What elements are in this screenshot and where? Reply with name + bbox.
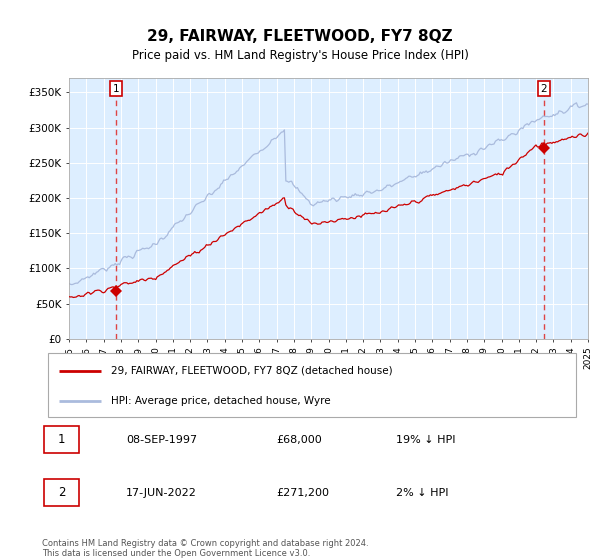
Text: 17-JUN-2022: 17-JUN-2022 xyxy=(126,488,197,498)
Text: 2% ↓ HPI: 2% ↓ HPI xyxy=(396,488,449,498)
Text: 29, FAIRWAY, FLEETWOOD, FY7 8QZ: 29, FAIRWAY, FLEETWOOD, FY7 8QZ xyxy=(147,29,453,44)
Text: 2: 2 xyxy=(541,83,547,94)
Text: 1: 1 xyxy=(113,83,119,94)
Text: £68,000: £68,000 xyxy=(276,435,322,445)
Text: Contains HM Land Registry data © Crown copyright and database right 2024.
This d: Contains HM Land Registry data © Crown c… xyxy=(42,539,368,558)
Text: 19% ↓ HPI: 19% ↓ HPI xyxy=(396,435,455,445)
Text: Price paid vs. HM Land Registry's House Price Index (HPI): Price paid vs. HM Land Registry's House … xyxy=(131,49,469,63)
Text: 2: 2 xyxy=(58,486,65,500)
Text: 08-SEP-1997: 08-SEP-1997 xyxy=(126,435,197,445)
Text: 1: 1 xyxy=(58,433,65,446)
Bar xyxy=(44,479,79,506)
Bar xyxy=(44,426,79,453)
Text: HPI: Average price, detached house, Wyre: HPI: Average price, detached house, Wyre xyxy=(112,396,331,406)
Text: £271,200: £271,200 xyxy=(276,488,329,498)
Text: 29, FAIRWAY, FLEETWOOD, FY7 8QZ (detached house): 29, FAIRWAY, FLEETWOOD, FY7 8QZ (detache… xyxy=(112,366,393,376)
